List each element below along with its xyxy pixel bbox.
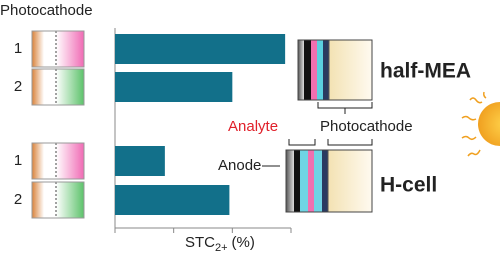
photocathode-icon (31, 68, 85, 106)
icon-gradient (56, 69, 84, 105)
icon-orange (32, 143, 44, 179)
bar (115, 72, 233, 102)
x-label-sub: 2+ (215, 242, 228, 254)
bar (115, 34, 286, 64)
x-label-unit: (%) (232, 234, 255, 251)
legend-title: Photocathode (0, 2, 93, 19)
label-photocathode: Photocathode (320, 118, 413, 135)
sun-icon (461, 91, 500, 157)
icon-frame (31, 181, 85, 219)
icon-frame (31, 30, 85, 68)
bar (115, 185, 230, 215)
icon-frame (31, 142, 85, 180)
icon-orange (32, 182, 44, 218)
y-tick-label: 2 (14, 191, 22, 208)
photocathode-icon (31, 142, 85, 180)
x-label-main: STC (185, 234, 215, 251)
bar (115, 146, 165, 176)
icon-orange (32, 31, 44, 67)
y-tick-label: 1 (14, 152, 22, 169)
icon-frame (31, 68, 85, 106)
photocathode-icon (31, 30, 85, 68)
photocathode-icon (31, 181, 85, 219)
label-anode: Anode (218, 157, 261, 174)
icon-gradient (56, 182, 84, 218)
icon-gradient (56, 143, 84, 179)
h-cell-device (262, 139, 373, 213)
label-analyte: Analyte (228, 118, 278, 135)
x-axis-label: STC2+ (%) (185, 234, 255, 254)
label-h-cell: H-cell (380, 174, 437, 197)
icon-orange (32, 69, 44, 105)
half-mea-device (297, 39, 373, 114)
label-half-mea: half-MEA (380, 60, 471, 83)
y-tick-label: 2 (14, 78, 22, 95)
icon-gradient (56, 31, 84, 67)
y-tick-label: 1 (14, 40, 22, 57)
